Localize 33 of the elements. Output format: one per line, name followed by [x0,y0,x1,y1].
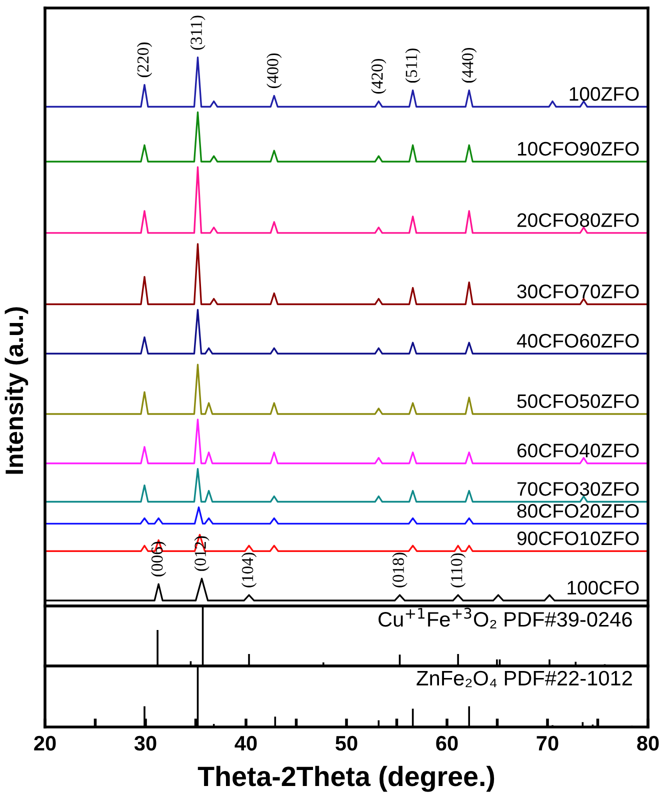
x-tick-label: 20 [34,736,56,751]
series-label: 20CFO80ZFO [517,213,639,228]
x-tick-label: 80 [637,736,659,751]
annotation: (311) [190,16,206,50]
annotation: (400) [266,53,282,88]
annotation: (104) [241,552,257,588]
annotation: Cu$^{+1}$Fe$^{+3}$O₂ PDF#39-0246 [378,608,632,628]
x-axis-title: Theta-2Theta (degree.) [198,766,494,792]
series-label: 60CFO40ZFO [517,444,639,458]
annotation: (018) [392,552,408,588]
series-label: 50CFO50ZFO [517,394,639,408]
series-label: 70CFO30ZFO [517,482,639,496]
x-tick-label: 40 [234,736,257,751]
annotation: (012) [194,536,210,571]
x-tick-label: 30 [134,736,156,751]
annotation: (006) [151,542,166,576]
x-tick-label: 70 [536,736,558,751]
series-label: 40CFO60ZFO [516,334,639,348]
y-axis-title: Intensity (a.u.) [4,307,28,474]
annotation: (110) [450,553,466,588]
annotation: (220) [136,42,152,78]
series-label: 100CFO [568,580,639,595]
series-label: 80CFO20ZFO [517,504,639,518]
series-label: 30CFO70ZFO [517,284,639,298]
annotation: ZnFe₂O₄ PDF#22-1012 [416,670,632,688]
x-tick-label: 60 [436,736,458,751]
annotation: (420) [371,58,386,94]
series-label: 100ZFO [570,87,639,101]
annotation: (511) [405,48,420,83]
series-label: 10CFO90ZFO [518,142,639,156]
annotation: (440) [462,48,477,83]
x-tick-label: 50 [336,736,358,751]
series-label: 90CFO10ZFO [517,531,639,546]
